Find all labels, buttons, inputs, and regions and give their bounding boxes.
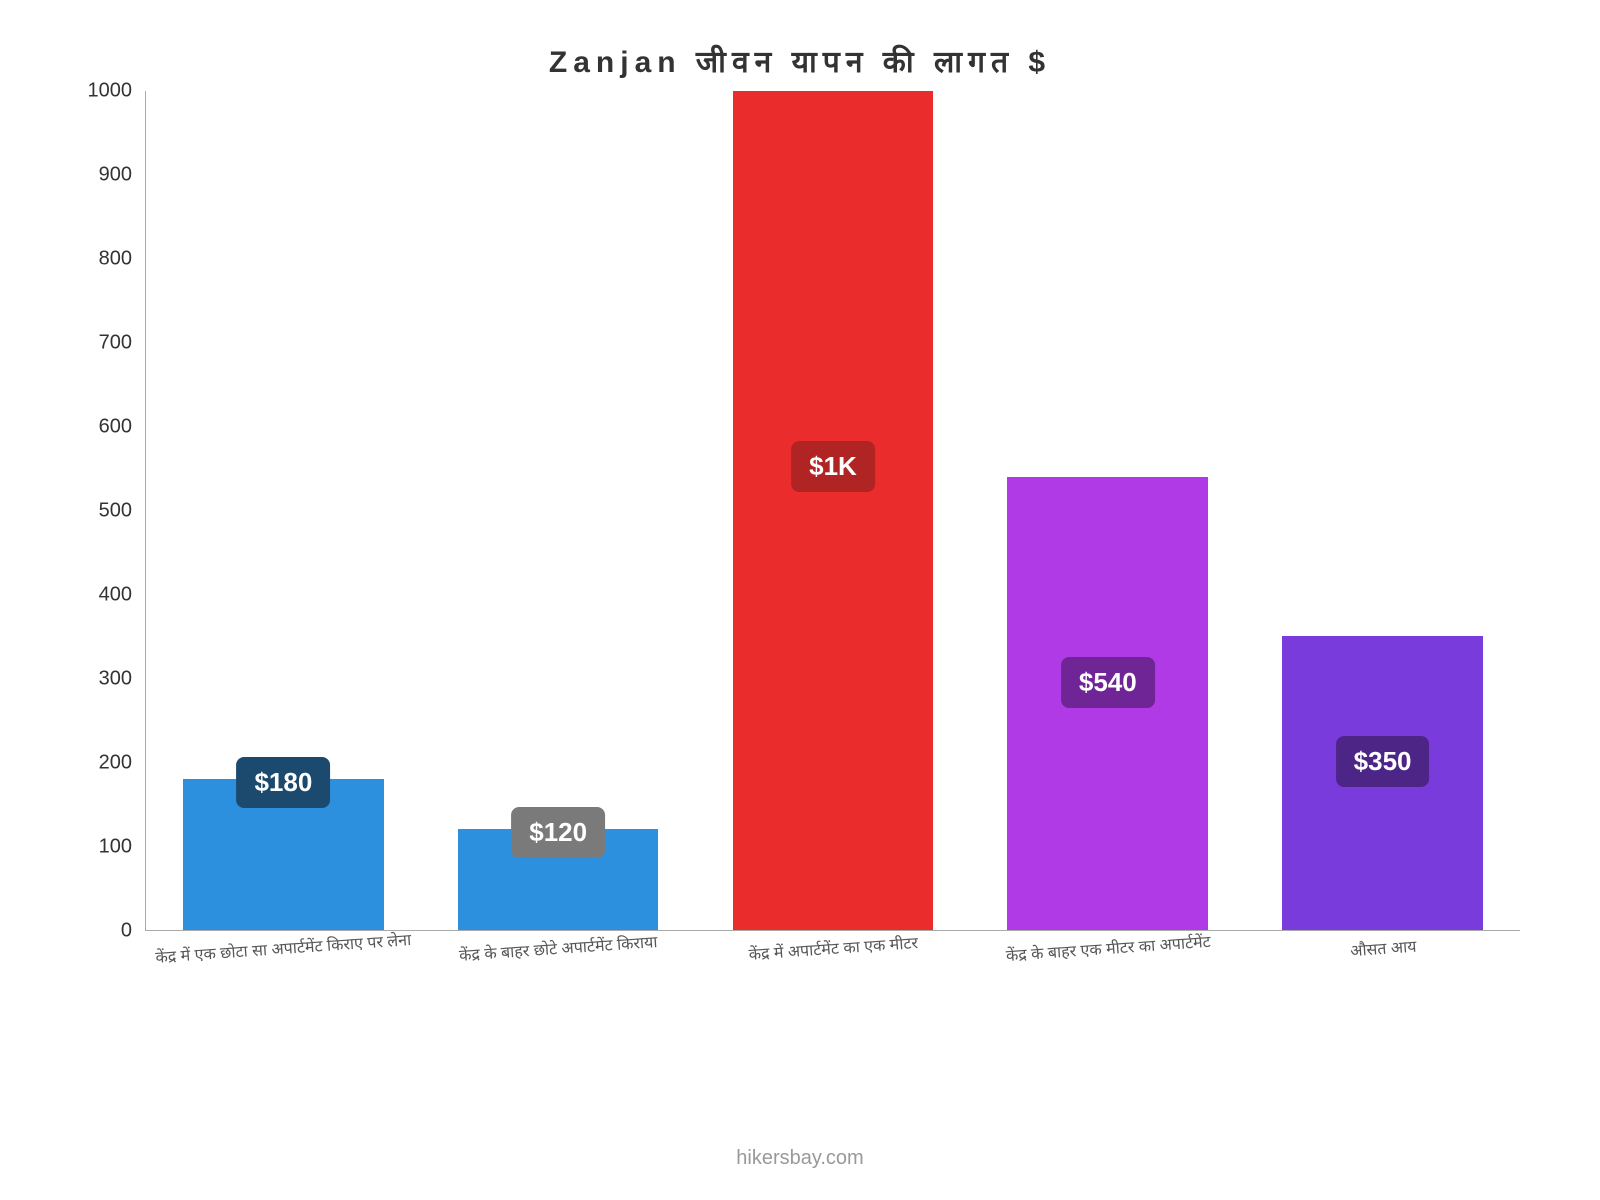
attribution-text: hikersbay.com — [0, 1147, 1600, 1170]
bar-value-badge: $540 — [1061, 657, 1155, 708]
y-tick: 700 — [99, 332, 132, 355]
x-axis-label: केंद्र के बाहर एक मीटर का अपार्टमेंट — [970, 927, 1247, 986]
y-axis: 01002003004005006007008009001000 — [70, 91, 140, 931]
bars-region: $180 $120 $1K $540 $350 — [145, 91, 1520, 931]
bar: $180 — [183, 779, 384, 930]
x-axis-label: केंद्र में अपार्टमेंट का एक मीटर — [695, 927, 972, 986]
x-axis-labels: केंद्र में एक छोटा सा अपार्टमेंट किराए प… — [145, 931, 1520, 971]
bar: $540 — [1007, 477, 1208, 930]
y-tick: 0 — [121, 920, 132, 943]
x-axis-label: केंद्र के बाहर छोटे अपार्टमेंट किराया — [420, 927, 697, 986]
bar-slot: $540 — [970, 91, 1245, 930]
plot-area: 01002003004005006007008009001000 $180$12… — [70, 91, 1530, 971]
bar-value-badge: $180 — [236, 757, 330, 808]
bar-value-badge: $1K — [791, 441, 875, 492]
chart-container: Zanjan जीवन यापन की लागत $ 0 100 200 300 400… — [70, 40, 1530, 1040]
x-axis-label: औसत आय — [1245, 927, 1522, 986]
y-tick: 800 — [99, 248, 132, 271]
y-tick: 600 — [99, 416, 132, 439]
y-tick: 400 — [99, 584, 132, 607]
y-tick: 1000 — [88, 80, 133, 103]
chart-title: Zanjan जीवन यापन की लागत $ — [70, 40, 1530, 81]
bar-slot: $120 — [421, 91, 696, 930]
bar: $1K — [733, 91, 934, 930]
y-tick: 300 — [99, 668, 132, 691]
y-tick: 200 — [99, 752, 132, 775]
x-axis-label: केंद्र में एक छोटा सा अपार्टमेंट किराए प… — [145, 927, 422, 986]
bar: $120 — [458, 829, 659, 930]
y-tick: 900 — [99, 164, 132, 187]
y-tick: 500 — [99, 500, 132, 523]
bar-value-badge: $120 — [511, 807, 605, 858]
bar-value-badge: $350 — [1336, 736, 1430, 787]
bar: $350 — [1282, 636, 1483, 930]
bar-slot: $180 — [146, 91, 421, 930]
bar-slot: $1K — [696, 91, 971, 930]
bar-slot: $350 — [1245, 91, 1520, 930]
y-tick: 100 — [99, 836, 132, 859]
